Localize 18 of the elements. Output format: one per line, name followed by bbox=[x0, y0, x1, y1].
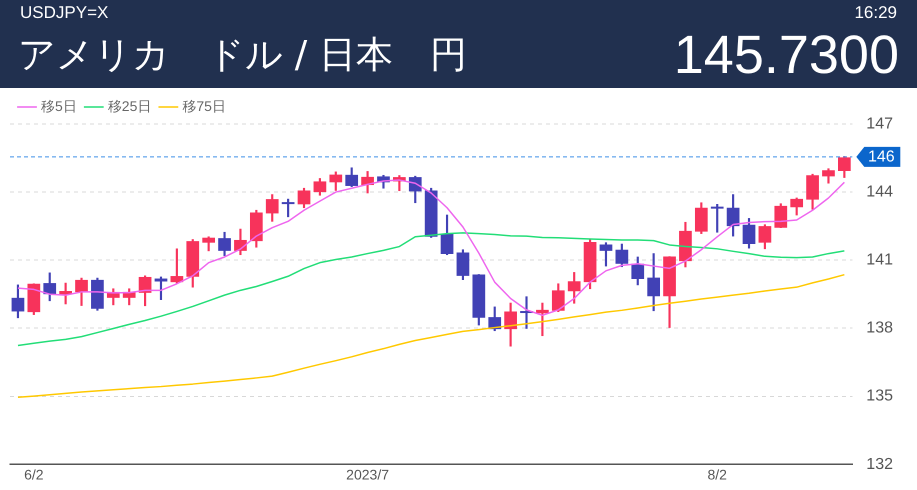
legend-label: 移25日 bbox=[108, 98, 152, 114]
x-tick-label: 6/2 bbox=[24, 466, 44, 483]
chart-subtitle: USDJPY=X bbox=[20, 3, 108, 23]
y-tick-label: 141 bbox=[866, 252, 894, 269]
chart-title: アメリカ ドル / 日本 円 bbox=[18, 32, 467, 78]
x-tick-label: 2023/7 bbox=[346, 466, 390, 483]
candlestick bbox=[710, 204, 724, 233]
text: 16:29 bbox=[854, 3, 897, 23]
legend-label: 移5日 bbox=[41, 98, 77, 114]
y-tick-label: 144 bbox=[866, 183, 894, 200]
y-tick-label: 147 bbox=[866, 115, 894, 132]
legend-label: 移75日 bbox=[182, 98, 226, 114]
y-tick-label: 135 bbox=[866, 388, 894, 405]
y-tick-label: 138 bbox=[866, 320, 894, 337]
x-tick-label: 8/2 bbox=[707, 466, 728, 483]
y-tick-label: 132 bbox=[866, 456, 894, 473]
ref-line-label: 146 bbox=[868, 148, 895, 166]
text: 145.7300 bbox=[674, 24, 899, 86]
